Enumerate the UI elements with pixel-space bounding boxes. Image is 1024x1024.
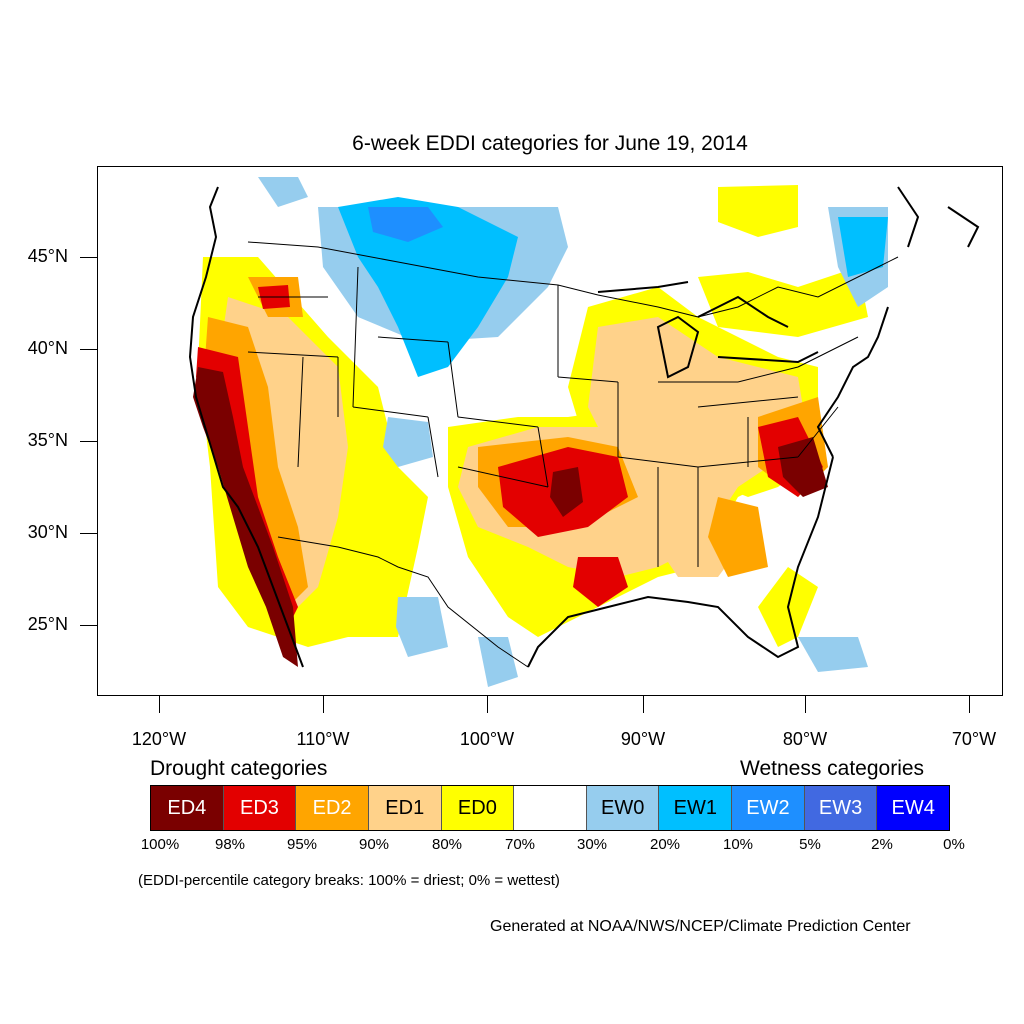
legend-swatch-neutral xyxy=(514,786,587,830)
category-breaks-note: (EDDI-percentile category breaks: 100% =… xyxy=(138,872,560,889)
lon-tick xyxy=(323,696,324,713)
percentile-label: 30% xyxy=(576,836,608,853)
lon-label-120: 120°W xyxy=(131,729,187,749)
map-title: 6-week EDDI categories for June 19, 2014 xyxy=(352,132,748,155)
legend-swatch-ew1: EW1 xyxy=(659,786,733,830)
lat-tick xyxy=(80,349,97,350)
percentile-label: 80% xyxy=(431,836,463,853)
lon-label-90: 90°W xyxy=(620,729,666,749)
lat-label-45: 45°N xyxy=(27,246,68,266)
ed4-regions xyxy=(193,367,828,667)
percentile-label: 98% xyxy=(214,836,246,853)
lat-label-25: 25°N xyxy=(27,614,68,634)
drought-categories-title: Drought categories xyxy=(150,757,328,780)
legend-swatch-ed2: ED2 xyxy=(296,786,369,830)
percentile-label: 20% xyxy=(649,836,681,853)
percentile-label: 10% xyxy=(722,836,754,853)
map-boundaries xyxy=(247,241,899,668)
lat-label-35: 35°N xyxy=(27,430,68,450)
lon-label-80: 80°W xyxy=(782,729,828,749)
lat-label-30: 30°N xyxy=(27,522,68,542)
percentile-label: 95% xyxy=(286,836,318,853)
lat-tick xyxy=(80,441,97,442)
lon-tick xyxy=(969,696,970,713)
lon-tick xyxy=(643,696,644,713)
legend-swatch-ed0: ED0 xyxy=(441,786,515,830)
legend-swatch-ed4: ED4 xyxy=(151,786,224,830)
percentile-label: 0% xyxy=(943,836,965,853)
lon-label-70: 70°W xyxy=(951,729,997,749)
lat-label-40: 40°N xyxy=(27,338,68,358)
map-panel xyxy=(97,166,1003,696)
legend-swatch-ew2: EW2 xyxy=(732,786,805,830)
ew2-regions xyxy=(368,207,443,242)
wetness-categories-title: Wetness categories xyxy=(740,757,925,780)
coastlines xyxy=(188,186,980,668)
lat-tick xyxy=(80,625,97,626)
legend-swatch-ed3: ED3 xyxy=(223,786,297,830)
legend-swatch-ew0: EW0 xyxy=(586,786,660,830)
legend-swatch-ew4: EW4 xyxy=(877,786,950,830)
lon-label-100: 100°W xyxy=(459,729,515,749)
ew1-regions xyxy=(338,197,888,377)
credit-line: Generated at NOAA/NWS/NCEP/Climate Predi… xyxy=(490,918,911,935)
legend-swatch-ew3: EW3 xyxy=(804,786,878,830)
lat-tick xyxy=(80,257,97,258)
legend-colorbar: ED4 ED3 ED2 ED1 ED0 EW0 EW1 EW2 EW3 EW4 xyxy=(150,785,950,831)
lon-tick xyxy=(487,696,488,713)
lon-tick xyxy=(805,696,806,713)
lon-label-110: 110°W xyxy=(296,729,350,749)
lon-tick xyxy=(159,696,160,713)
percentile-label: 100% xyxy=(140,836,180,853)
eddi-map xyxy=(188,177,980,687)
percentile-label: 2% xyxy=(871,836,893,853)
percentile-label: 70% xyxy=(504,836,536,853)
legend-swatch-ed1: ED1 xyxy=(368,786,442,830)
percentile-label: 90% xyxy=(358,836,390,853)
lat-tick xyxy=(80,533,97,534)
percentile-label: 5% xyxy=(799,836,821,853)
